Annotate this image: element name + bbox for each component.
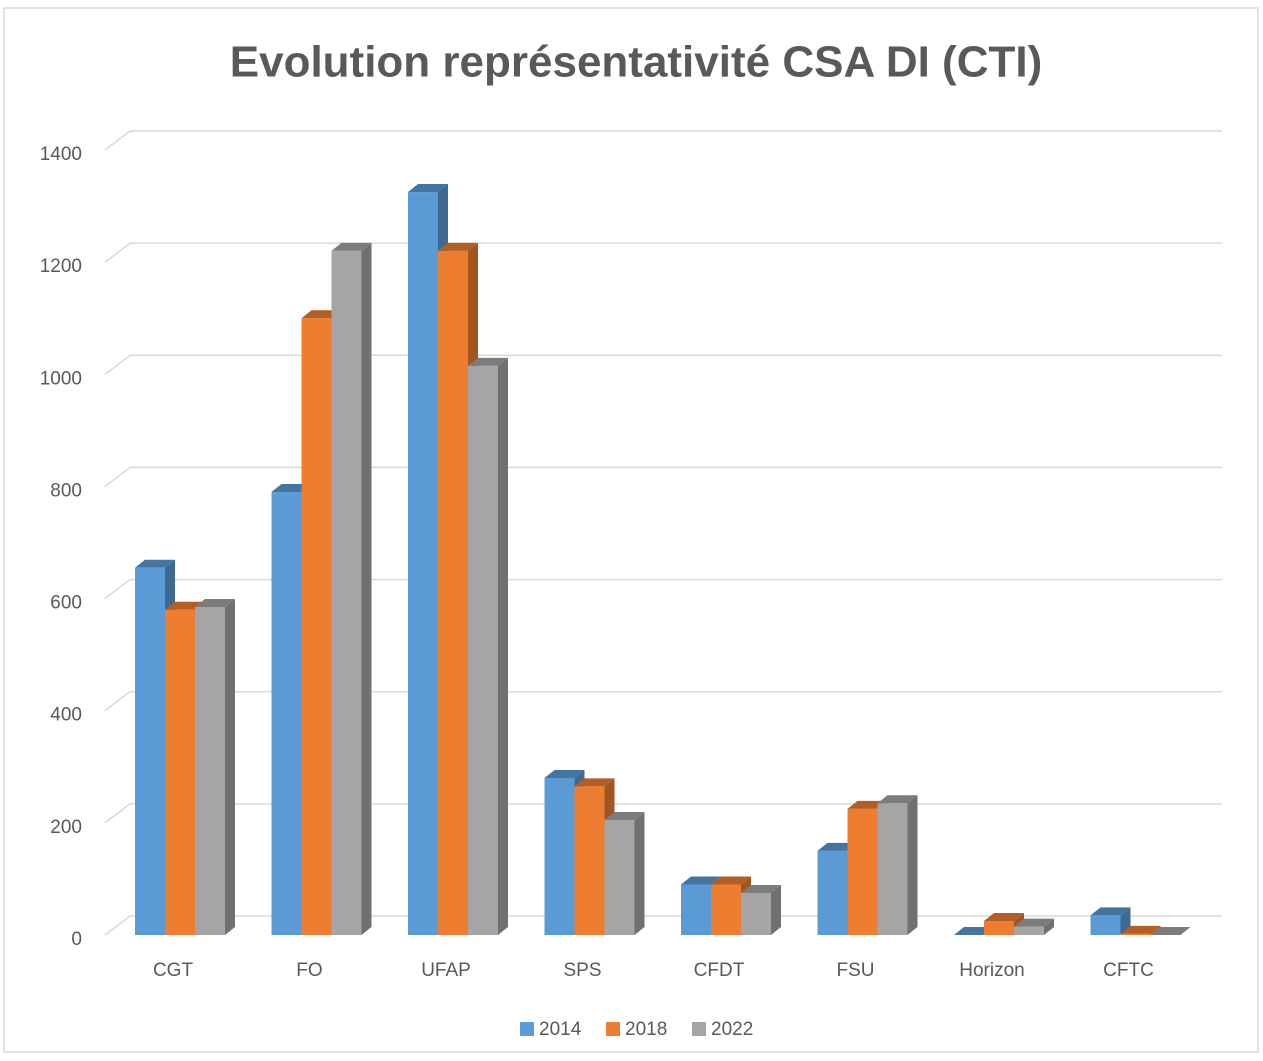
- y-tick-label: 200: [50, 817, 82, 838]
- bar-side: [498, 357, 508, 935]
- bar: [604, 820, 635, 935]
- bar-top: [408, 184, 448, 193]
- bar: [195, 606, 225, 935]
- bar: [408, 192, 438, 935]
- bar-top: [711, 876, 751, 885]
- legend-swatch: [520, 1022, 534, 1036]
- bar: [165, 609, 195, 935]
- bar-top: [468, 357, 508, 366]
- grid-line: [104, 578, 1222, 600]
- x-tick-label: Horizon: [959, 960, 1024, 981]
- bar: [1090, 915, 1121, 935]
- grid-line: [104, 354, 1222, 375]
- bar-top: [195, 598, 235, 607]
- bar: [574, 786, 605, 935]
- bar: [438, 250, 468, 935]
- bar-top: [984, 912, 1024, 921]
- bar-top: [438, 242, 478, 251]
- legend-label: 2022: [711, 1019, 753, 1040]
- bar: [984, 920, 1014, 935]
- bar-side: [225, 598, 235, 935]
- legend-swatch: [606, 1022, 620, 1036]
- x-tick-label: UFAP: [421, 960, 471, 981]
- bar-top: [604, 812, 645, 821]
- y-tick-label: 400: [50, 705, 82, 726]
- bar: [711, 884, 741, 935]
- grid-line: [104, 466, 1222, 488]
- bar-top: [1150, 927, 1191, 935]
- y-tick-label: 1400: [40, 144, 82, 165]
- x-tick-label: CGT: [153, 960, 194, 981]
- chart-title: Evolution représentativité CSA DI (CTI): [230, 38, 1042, 87]
- bar: [847, 808, 878, 935]
- bar: [817, 850, 848, 935]
- bar-side: [634, 812, 645, 935]
- bar-top: [574, 778, 615, 787]
- bar: [544, 778, 575, 935]
- bar: [741, 892, 771, 935]
- bar: [135, 567, 165, 935]
- bar: [301, 318, 332, 935]
- bar-top: [681, 876, 721, 885]
- bar-top: [1120, 925, 1161, 934]
- bar-top: [1090, 907, 1131, 916]
- bar: [1014, 926, 1044, 935]
- bar-side: [361, 242, 372, 935]
- x-tick-label: SPS: [563, 960, 601, 981]
- legend-label: 2014: [539, 1019, 582, 1040]
- grid-line: [104, 690, 1222, 712]
- bar: [1120, 933, 1151, 935]
- y-tick-label: 1000: [40, 368, 82, 389]
- bar-side: [907, 795, 918, 935]
- bar-top: [1014, 918, 1054, 927]
- x-tick-label: CFDT: [694, 960, 745, 981]
- bar-top: [135, 559, 175, 568]
- y-tick-label: 800: [50, 480, 82, 501]
- y-tick-label: 1200: [40, 256, 82, 277]
- bar: [331, 250, 362, 935]
- y-tick-label: 600: [50, 593, 82, 614]
- grid-line: [104, 130, 1222, 151]
- bar-top: [331, 242, 372, 251]
- bar: [681, 884, 711, 935]
- bar: [271, 492, 302, 935]
- bar-top: [741, 884, 781, 893]
- x-tick-label: FSU: [837, 960, 875, 981]
- bar-top: [544, 770, 585, 778]
- bar: [877, 803, 908, 935]
- bar: [468, 365, 498, 935]
- x-tick-label: FO: [296, 960, 322, 981]
- x-tick-label: CFTC: [1103, 960, 1154, 981]
- bar-side: [1150, 925, 1161, 935]
- bar-top: [877, 795, 918, 804]
- legend-swatch: [692, 1022, 706, 1036]
- y-tick-label: 0: [71, 929, 82, 950]
- bar-side: [1044, 918, 1054, 935]
- legend-label: 2018: [625, 1019, 667, 1040]
- grid-line: [104, 242, 1222, 263]
- bar-side: [771, 884, 781, 935]
